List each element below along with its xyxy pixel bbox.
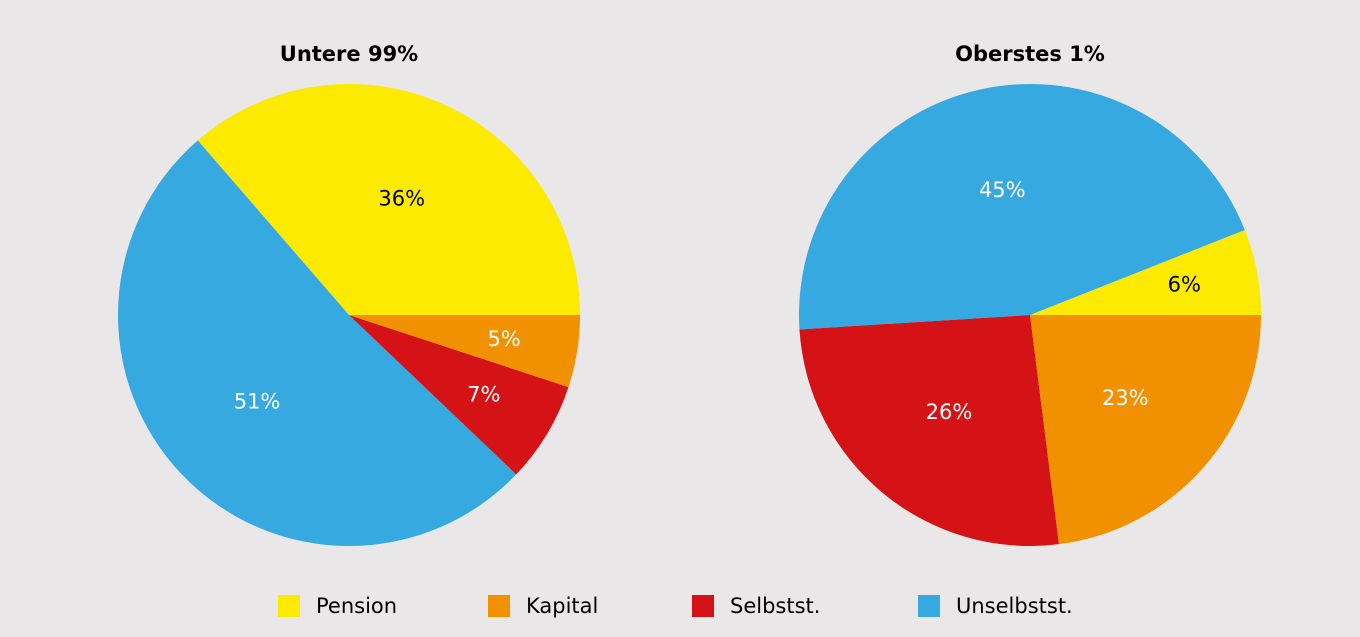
legend-label: Unselbstst.: [956, 594, 1073, 618]
pie-slice: [799, 315, 1059, 546]
pie-slice: [349, 315, 569, 475]
pie-title: Untere 99%: [280, 42, 418, 66]
value-label: 23%: [1102, 386, 1149, 410]
value-label: 26%: [926, 400, 973, 424]
value-label: 7%: [467, 383, 500, 407]
pie-slice: [197, 83, 580, 315]
pie-title: Oberstes 1%: [955, 42, 1105, 66]
legend-label: Selbstst.: [730, 594, 820, 618]
legend-swatch: [488, 595, 510, 617]
pie-slice: [799, 83, 1245, 330]
pie-slice: [349, 315, 580, 388]
pie-slice: [1030, 315, 1261, 545]
legend-swatch: [918, 595, 940, 617]
value-label: 36%: [378, 186, 425, 210]
legend-label: Kapital: [526, 594, 598, 618]
pie-slice: [1030, 229, 1261, 315]
value-label: 45%: [979, 178, 1026, 202]
legend-label: Pension: [316, 594, 397, 618]
value-label: 6%: [1168, 273, 1201, 297]
legend-swatch: [692, 595, 714, 617]
legend-swatch: [278, 595, 300, 617]
value-label: 5%: [487, 327, 520, 351]
pie-slice: [117, 140, 517, 547]
value-label: 51%: [234, 390, 281, 414]
